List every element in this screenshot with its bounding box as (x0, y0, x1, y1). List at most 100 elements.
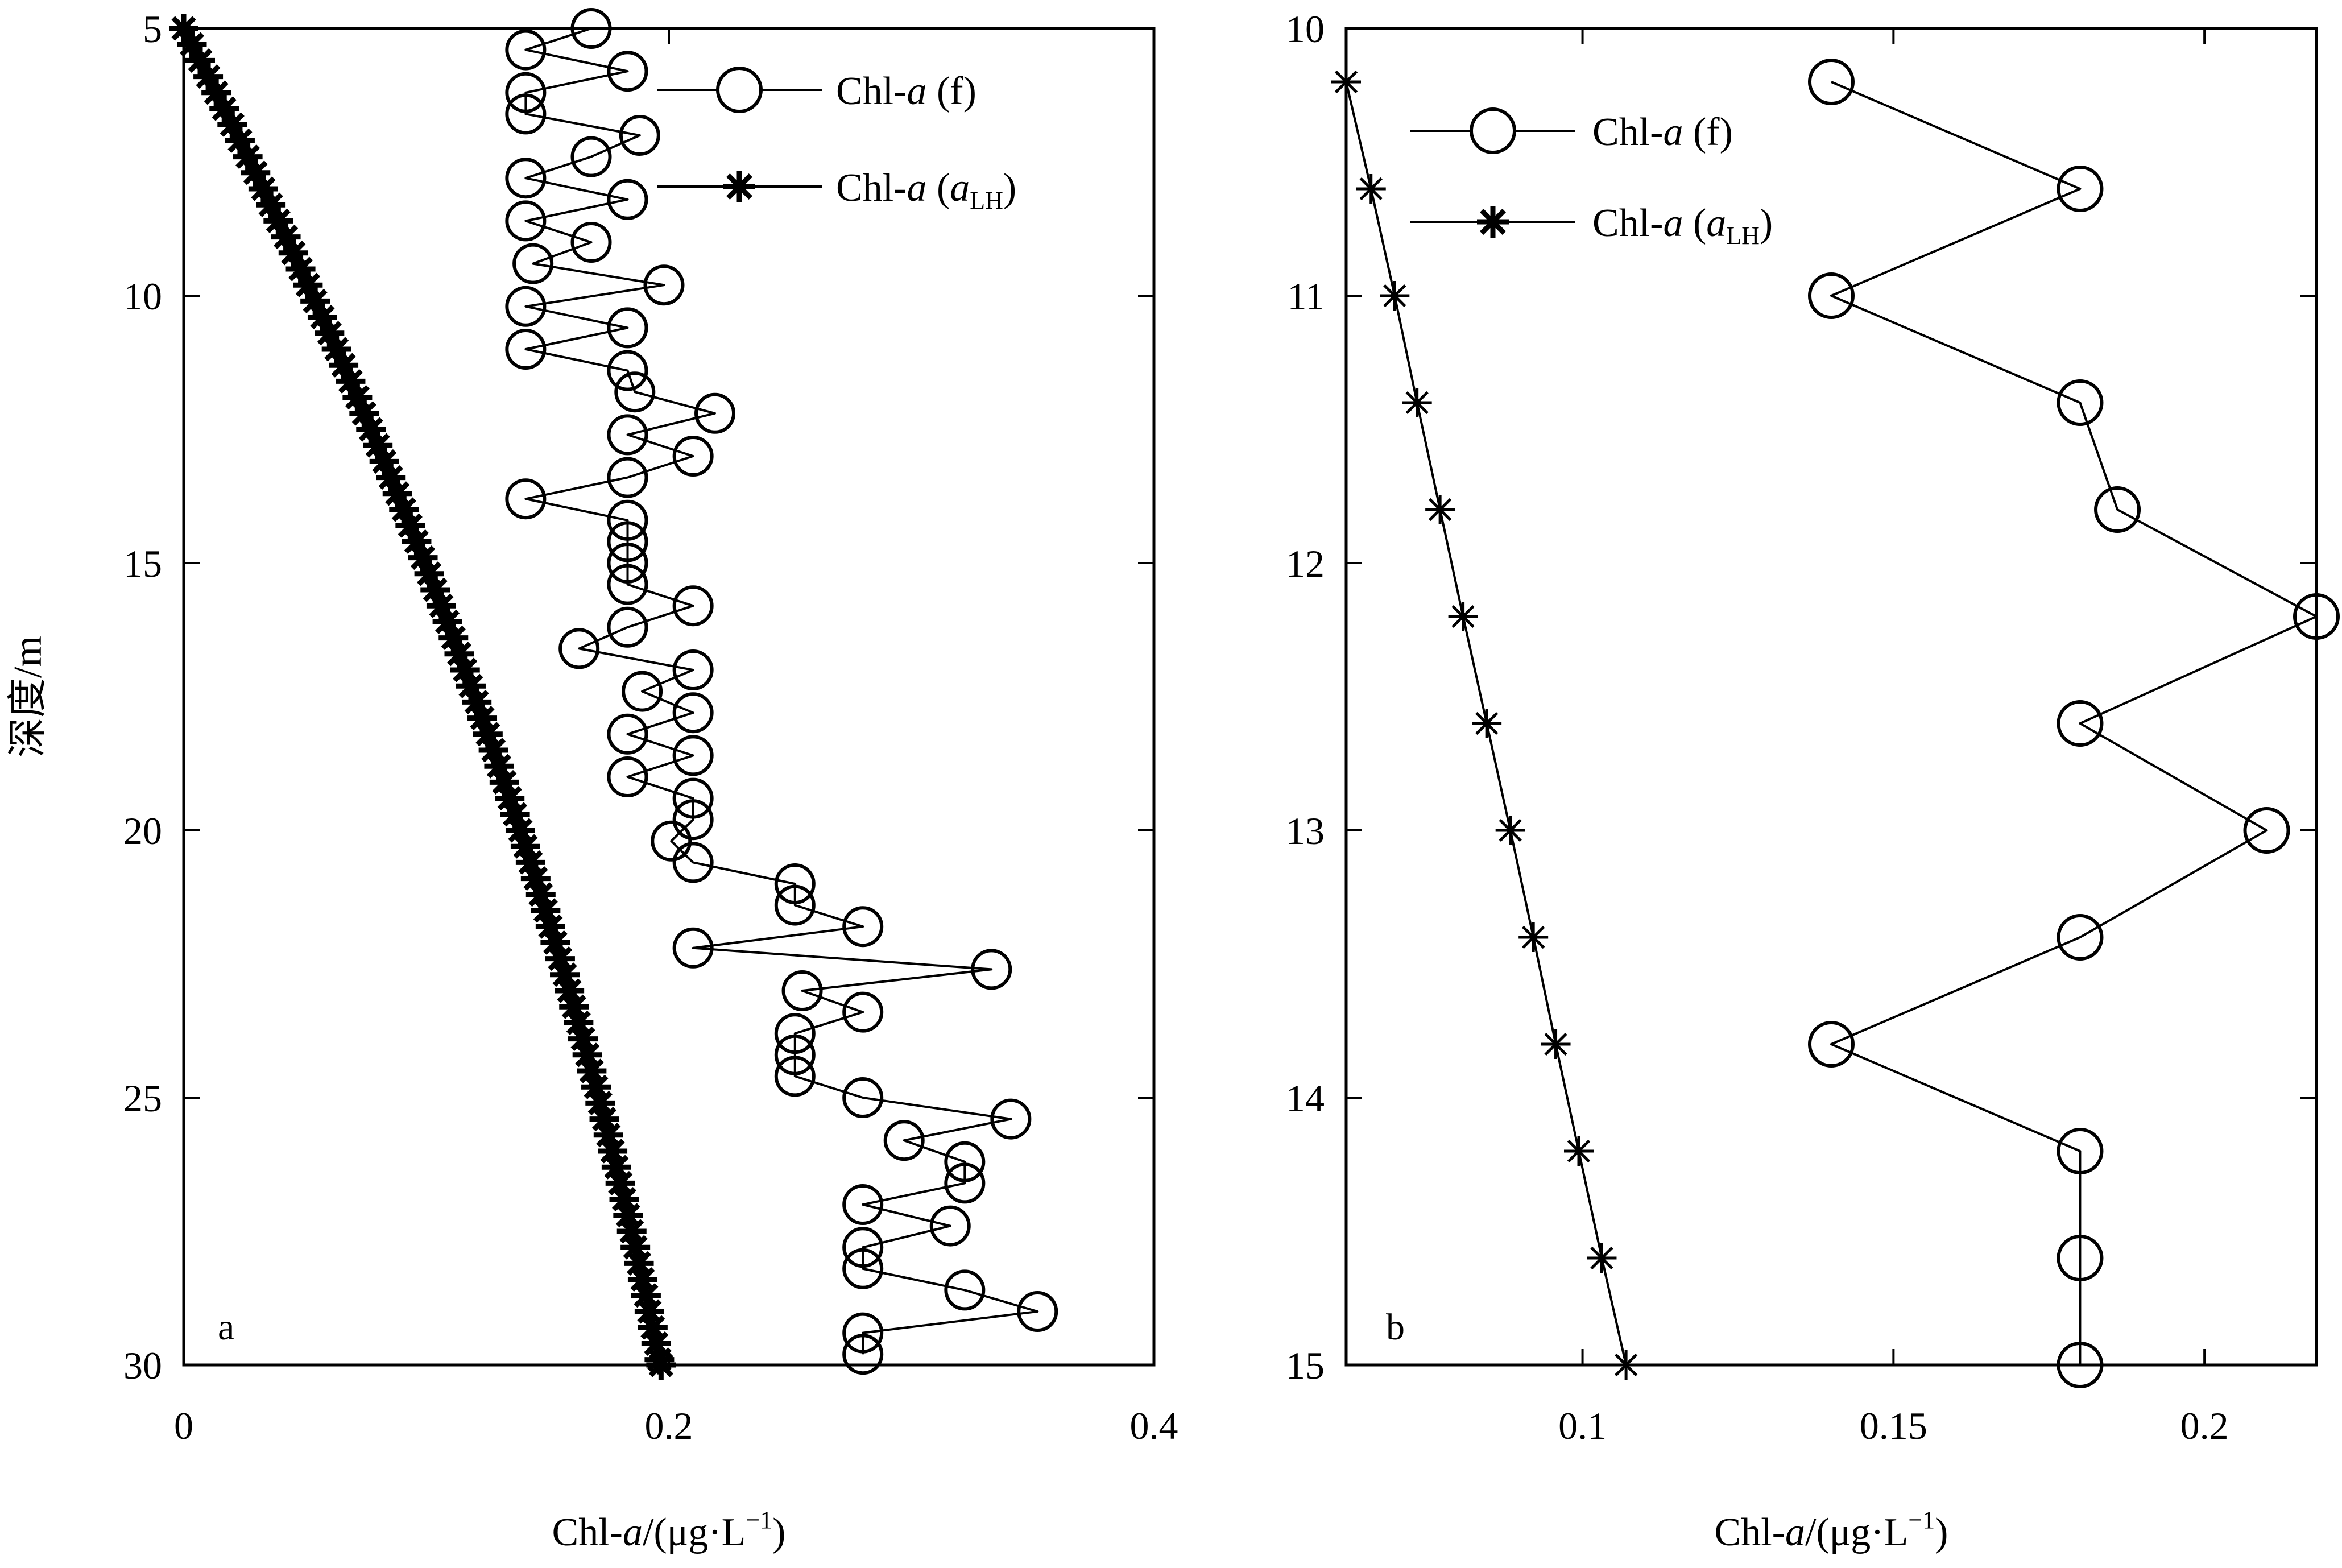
data-point-circle (505, 29, 547, 71)
data-point-circle (607, 713, 648, 755)
legend-b-f-marker (1470, 107, 1516, 154)
data-point-circle (842, 1184, 884, 1225)
data-point-asterisk (1564, 1136, 1594, 1166)
data-point-circle (944, 1269, 986, 1311)
data-point-circle (672, 436, 714, 477)
legend-asterisk (1477, 206, 1509, 238)
data-point-circle (774, 1056, 816, 1097)
data-point-circle (505, 200, 547, 242)
data-point-circle (1808, 59, 1855, 105)
data-point-circle (944, 1162, 986, 1204)
data-point-circle (2057, 914, 2104, 961)
data-point-circle (505, 72, 547, 113)
data-point-asterisk (646, 1350, 676, 1380)
data-point-circle (1017, 1291, 1058, 1332)
series-line (1830, 81, 2318, 1365)
y-tick-label: 5 (143, 7, 162, 51)
data-point-circle (672, 927, 714, 969)
panel-a-series (169, 8, 1058, 1380)
data-point-circle (672, 649, 714, 690)
data-point-circle (1808, 1021, 1855, 1068)
data-point-circle (619, 115, 660, 156)
y-tick-label: 11 (1288, 275, 1325, 318)
panel-a: 5 10 15 20 25 30 0 0.2 0.4 a Chl-a (f) Chl-a (aL… (123, 7, 1178, 1447)
legend-a-alh-label: Chl-a (aLH) (836, 166, 1016, 214)
data-point-circle (672, 799, 714, 841)
data-point-circle (607, 564, 648, 605)
data-point-circle (971, 949, 1012, 990)
data-point-circle (2243, 807, 2290, 854)
y-tick-label: 13 (1286, 809, 1325, 853)
x-axis-title-b: Chl-a/(μg·L−1) (1715, 1506, 1948, 1554)
legend-b-alh-label: Chl-a (aLH) (1592, 201, 1773, 250)
data-point-circle (2293, 593, 2340, 640)
x-tick-label: 0.2 (645, 1404, 693, 1447)
data-point-asterisk (1495, 816, 1525, 845)
data-point-asterisk (1587, 1243, 1617, 1273)
x-axis-title-a: Chl-a/(μg·L−1) (552, 1506, 786, 1554)
data-point-circle (672, 585, 714, 627)
data-point-circle (622, 671, 663, 712)
data-point-circle (672, 735, 714, 776)
data-point-circle (570, 222, 612, 263)
y-tick-label: 15 (1286, 1344, 1325, 1387)
x-tick-label: 0.4 (1130, 1404, 1178, 1447)
data-point-circle (672, 842, 714, 883)
data-point-circle (607, 307, 648, 349)
data-point-circle (558, 628, 600, 669)
legend-b-alh-marker (1477, 206, 1509, 238)
data-point-circle (607, 51, 648, 92)
data-point-circle (570, 136, 612, 177)
panel-a-ticks: 5 10 15 20 25 30 0 0.2 0.4 (123, 7, 1178, 1447)
y-tick-label: 30 (123, 1344, 162, 1387)
data-point-circle (842, 1248, 884, 1289)
series-chl-a-alh (169, 14, 676, 1380)
y-tick-label: 25 (123, 1077, 162, 1120)
data-point-circle (944, 1141, 986, 1182)
data-point-circle (842, 906, 884, 948)
panel-b: 10 11 12 13 14 15 0.1 0.15 0.2 b Chl-a (f) Chl-a… (1286, 7, 2340, 1447)
x-tick-label: 0.15 (1860, 1404, 1927, 1447)
series-line (183, 28, 663, 1366)
data-point-circle (774, 1034, 816, 1075)
data-point-asterisk (1518, 922, 1549, 952)
data-point-circle (672, 692, 714, 734)
data-point-asterisk (1425, 495, 1455, 524)
legend-asterisk (723, 171, 755, 202)
data-point-circle (774, 863, 816, 904)
data-point-circle (2057, 700, 2104, 747)
data-point-circle (505, 478, 547, 520)
data-point-circle (2057, 1128, 2104, 1174)
data-point-circle (1808, 272, 1855, 319)
data-point-circle (607, 499, 648, 541)
y-tick-label: 15 (123, 542, 162, 585)
data-point-circle (607, 756, 648, 797)
x-tick-label: 0.1 (1558, 1404, 1607, 1447)
data-point-circle (512, 243, 554, 284)
data-point-circle (505, 286, 547, 327)
data-point-asterisk (585, 1088, 615, 1118)
data-point-circle (505, 93, 547, 135)
series-chl-a-alh (1331, 67, 1641, 1380)
legend-a-alh-marker (723, 171, 755, 202)
data-point-circle (607, 521, 648, 562)
data-point-circle (607, 350, 648, 391)
y-tick-label: 12 (1286, 542, 1325, 585)
data-point-circle (929, 1205, 971, 1247)
data-point-circle (2094, 486, 2141, 533)
data-point-circle (651, 820, 692, 862)
x-tick-label: 0 (174, 1404, 193, 1447)
data-point-circle (607, 414, 648, 456)
data-point-asterisk (1402, 388, 1432, 417)
data-point-circle (842, 1334, 884, 1375)
data-point-asterisk (1448, 602, 1478, 631)
data-point-circle (2057, 1235, 2104, 1281)
data-point-circle (505, 158, 547, 199)
data-point-asterisk (256, 190, 286, 220)
legend-b-f-label: Chl-a (f) (1592, 110, 1733, 154)
y-axis-title: 深度/m (6, 636, 50, 758)
data-point-asterisk (1541, 1029, 1571, 1059)
data-point-circle (842, 991, 884, 1033)
data-point-circle (842, 1227, 884, 1268)
